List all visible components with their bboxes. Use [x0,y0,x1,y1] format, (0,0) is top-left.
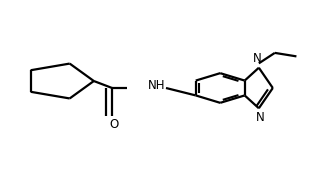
Text: NH: NH [148,79,165,92]
Text: O: O [109,118,119,131]
Text: N: N [256,111,265,124]
Text: N: N [253,52,262,65]
